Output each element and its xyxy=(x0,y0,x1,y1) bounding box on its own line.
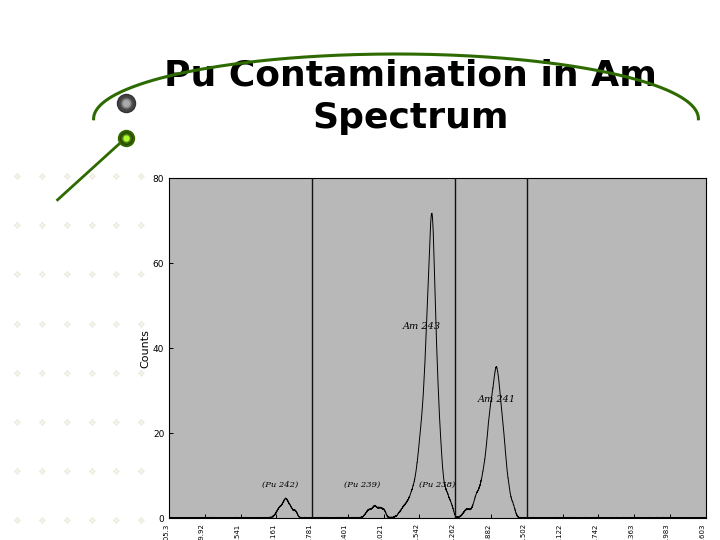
Text: ❖: ❖ xyxy=(136,320,145,329)
Text: ❖: ❖ xyxy=(12,271,21,280)
Text: (Pu 239): (Pu 239) xyxy=(344,481,381,489)
Text: Am 243: Am 243 xyxy=(402,322,441,331)
Text: ❖: ❖ xyxy=(12,221,21,231)
Text: ❖: ❖ xyxy=(136,516,145,526)
Text: ❖: ❖ xyxy=(37,516,46,526)
Text: ❖: ❖ xyxy=(62,221,71,231)
Text: ❖: ❖ xyxy=(62,320,71,329)
Text: ❖: ❖ xyxy=(12,320,21,329)
Text: ❖: ❖ xyxy=(37,369,46,379)
Y-axis label: Counts: Counts xyxy=(140,329,150,368)
Text: ❖: ❖ xyxy=(62,418,71,428)
Text: ❖: ❖ xyxy=(112,320,120,329)
Text: ❖: ❖ xyxy=(112,369,120,379)
Text: ❖: ❖ xyxy=(62,369,71,379)
Text: Pu Contamination in Am
Spectrum: Pu Contamination in Am Spectrum xyxy=(164,59,657,134)
Text: ❖: ❖ xyxy=(37,271,46,280)
Text: ❖: ❖ xyxy=(86,369,96,379)
Text: ❖: ❖ xyxy=(86,516,96,526)
Text: ❖: ❖ xyxy=(12,467,21,477)
Text: ❖: ❖ xyxy=(86,467,96,477)
Text: ❖: ❖ xyxy=(37,221,46,231)
Text: ❖: ❖ xyxy=(86,172,96,182)
Text: ❖: ❖ xyxy=(136,172,145,182)
Text: ❖: ❖ xyxy=(136,467,145,477)
Text: ❖: ❖ xyxy=(12,172,21,182)
Text: ❖: ❖ xyxy=(62,467,71,477)
Text: ❖: ❖ xyxy=(136,418,145,428)
Text: ❖: ❖ xyxy=(112,221,120,231)
Text: ❖: ❖ xyxy=(136,271,145,280)
Text: ❖: ❖ xyxy=(112,516,120,526)
Text: ❖: ❖ xyxy=(12,369,21,379)
Text: Am 241: Am 241 xyxy=(477,395,516,403)
Text: ❖: ❖ xyxy=(86,221,96,231)
Text: ❖: ❖ xyxy=(112,172,120,182)
Text: (Pu 238): (Pu 238) xyxy=(419,481,456,489)
Text: ❖: ❖ xyxy=(136,221,145,231)
Text: ❖: ❖ xyxy=(112,271,120,280)
Text: ❖: ❖ xyxy=(112,418,120,428)
Text: ❖: ❖ xyxy=(62,172,71,182)
Text: ❖: ❖ xyxy=(86,320,96,329)
Text: ❖: ❖ xyxy=(112,467,120,477)
Text: ❖: ❖ xyxy=(136,369,145,379)
Text: ❖: ❖ xyxy=(86,271,96,280)
Text: ❖: ❖ xyxy=(37,467,46,477)
Text: ❖: ❖ xyxy=(62,516,71,526)
Text: ❖: ❖ xyxy=(12,516,21,526)
Text: ❖: ❖ xyxy=(62,271,71,280)
Text: ❖: ❖ xyxy=(12,418,21,428)
Text: ❖: ❖ xyxy=(37,418,46,428)
Text: ❖: ❖ xyxy=(86,418,96,428)
Text: (Pu 242): (Pu 242) xyxy=(262,481,299,489)
Text: ❖: ❖ xyxy=(37,320,46,329)
Text: ❖: ❖ xyxy=(37,172,46,182)
